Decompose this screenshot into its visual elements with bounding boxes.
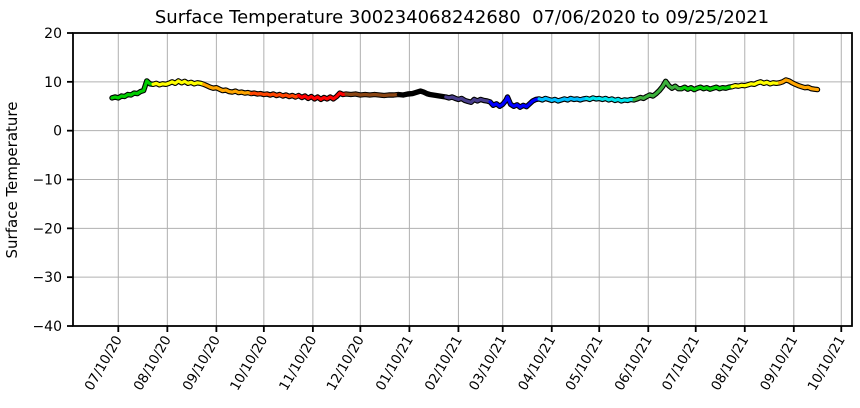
line-segment-2020-07: [110, 79, 155, 100]
line-segment-2021-07: [679, 85, 734, 92]
line-segment-2021-02: [444, 95, 492, 104]
x-tick-label: 07/10/21: [659, 333, 703, 394]
y-tick-label: 10: [44, 75, 62, 91]
x-tick-label: 01/10/21: [373, 333, 417, 394]
line-segment-2021-08: [730, 80, 782, 89]
axes-spines: [72, 32, 853, 327]
grid-lines: [73, 32, 852, 327]
plot-frame: [72, 32, 853, 327]
line-segment-2020-08: [151, 79, 206, 87]
x-tick-label: 08/10/21: [708, 333, 752, 394]
line-segment-2021-05: [584, 96, 636, 103]
line-segment-2020-10: [249, 91, 301, 99]
y-tick-label: −20: [32, 221, 62, 237]
x-tick-label: 07/10/20: [82, 333, 126, 394]
chart-title: Surface Temperature 300234068242680 07/0…: [155, 7, 769, 28]
y-tick-labels: 20 10 0 −10 −20 −30 −40: [32, 26, 62, 335]
x-tick-labels: 07/10/20 08/10/20 09/10/20 10/10/20 11/10/20…: [82, 333, 849, 394]
line-segment-2021-09: [777, 78, 820, 92]
line-segment-2021-06: [632, 79, 684, 102]
x-tick-label: 08/10/20: [131, 333, 175, 394]
x-tick-label: 10/10/21: [805, 333, 849, 394]
x-tick-label: 05/10/21: [563, 333, 607, 394]
line-segment-2020-11: [297, 91, 348, 102]
x-tick-label: 04/10/21: [515, 333, 559, 394]
axis-ticks: [67, 32, 843, 332]
line-segment-2021-03: [488, 95, 541, 109]
x-tick-label: 09/10/20: [180, 333, 224, 394]
x-tick-label: 10/10/20: [227, 333, 271, 394]
x-tick-label: 02/10/21: [422, 333, 466, 394]
line-segment-2021-01: [396, 89, 448, 99]
line-segment-2021-04: [537, 96, 589, 103]
y-axis-label: Surface Temperature: [3, 102, 21, 259]
x-tick-label: 06/10/21: [612, 333, 656, 394]
temperature-line: [109, 77, 821, 110]
chart-generated-content: 07/10/20 08/10/20 09/10/20 10/10/20 11/10/20…: [32, 26, 853, 394]
y-tick-label: −40: [32, 319, 62, 335]
line-segment-2020-12: [344, 92, 400, 98]
x-tick-label: 11/10/20: [276, 333, 320, 394]
x-tick-label: 03/10/21: [466, 333, 510, 394]
line-segment-2020-09: [202, 82, 253, 96]
y-tick-label: 0: [53, 124, 62, 140]
line-outline: [109, 77, 821, 110]
x-tick-label: 12/10/20: [324, 333, 368, 394]
y-tick-label: −10: [32, 173, 62, 189]
x-tick-label: 09/10/21: [757, 333, 801, 394]
y-tick-label: −30: [32, 270, 62, 286]
y-tick-label: 20: [44, 26, 62, 42]
